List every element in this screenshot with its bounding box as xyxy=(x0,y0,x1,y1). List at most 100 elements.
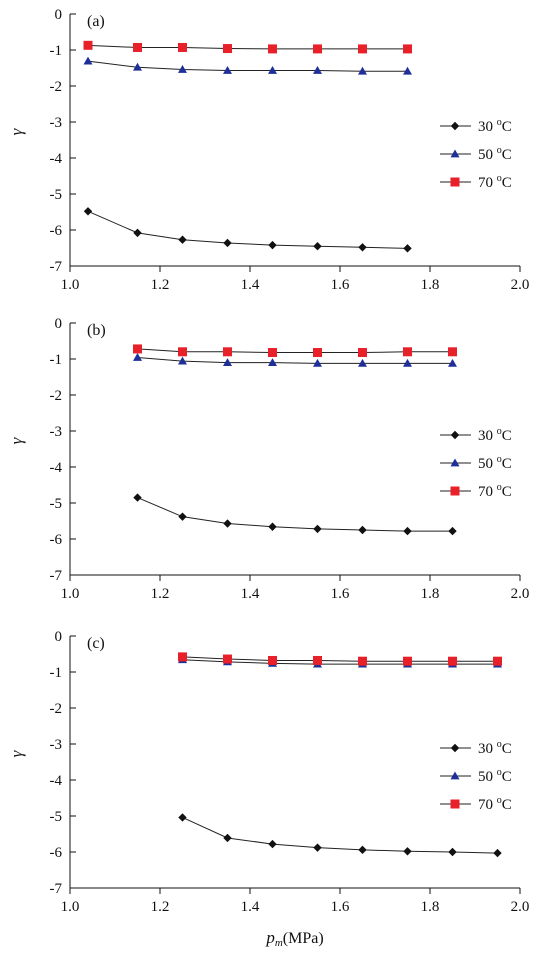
data-point xyxy=(313,44,322,54)
series-line xyxy=(182,656,498,662)
y-tick-label: -4 xyxy=(50,460,63,476)
series-2 xyxy=(133,344,457,358)
data-point xyxy=(403,526,412,536)
legend-marker xyxy=(450,149,460,158)
legend-marker xyxy=(450,486,460,496)
legend-marker xyxy=(450,799,460,809)
data-point xyxy=(313,242,322,251)
x-tick-label: 1.0 xyxy=(61,586,80,602)
data-point xyxy=(403,656,412,666)
data-point xyxy=(313,524,322,534)
legend-label: 50 oC xyxy=(478,454,512,472)
data-point xyxy=(223,654,232,664)
x-tick-label: 1.2 xyxy=(151,586,170,602)
x-tick-label: 1.4 xyxy=(241,586,260,602)
x-tick-label: 2.0 xyxy=(511,899,530,915)
x-tick-label: 1.6 xyxy=(331,277,350,293)
data-point xyxy=(448,358,457,367)
data-point xyxy=(448,656,457,666)
data-point xyxy=(403,847,412,856)
series-2 xyxy=(178,652,502,666)
data-point xyxy=(358,845,367,855)
data-point xyxy=(223,519,232,528)
data-point xyxy=(268,358,277,366)
data-point xyxy=(358,525,367,535)
panel-label: (c) xyxy=(87,635,105,652)
data-point xyxy=(313,66,322,74)
data-point xyxy=(178,512,187,521)
data-point xyxy=(178,42,187,52)
legend: 30 oC 50 oC 70 oC xyxy=(440,739,512,813)
y-tick-label: -1 xyxy=(50,43,63,59)
x-tick-label: 1.2 xyxy=(151,899,170,915)
series-1 xyxy=(133,353,457,367)
data-point xyxy=(448,347,457,357)
chart-panel-1: 0 -1 -2 -3 -4 -5 -6 -7 1.0 1.2 1.4 1.6 1.8 2.0 (b) γ 30 … xyxy=(7,316,529,602)
y-tick-label: -7 xyxy=(50,881,63,897)
y-axis-label: γ xyxy=(7,436,26,444)
data-point xyxy=(178,652,187,662)
legend: 30 oC 50 oC 70 oC xyxy=(440,426,512,500)
panel-label: (b) xyxy=(87,322,106,339)
data-point xyxy=(133,228,142,238)
y-tick-label: 0 xyxy=(55,316,63,332)
legend-label: 70 oC xyxy=(478,795,512,813)
legend-marker xyxy=(450,121,460,131)
y-tick-label: 0 xyxy=(55,629,63,645)
series-1 xyxy=(83,56,412,75)
x-tick-label: 1.0 xyxy=(61,277,80,293)
series-line xyxy=(137,348,453,354)
data-point xyxy=(178,356,187,365)
x-tick-label: 2.0 xyxy=(511,277,530,293)
legend-label: 50 oC xyxy=(478,145,512,163)
data-point xyxy=(313,358,322,367)
x-tick-label: 1.8 xyxy=(421,277,440,293)
data-point xyxy=(223,347,232,357)
legend-label: 30 oC xyxy=(478,426,512,444)
data-point xyxy=(403,244,412,253)
series-0 xyxy=(133,493,457,536)
x-tick-label: 1.8 xyxy=(421,899,440,915)
data-point xyxy=(313,843,322,852)
data-point xyxy=(223,358,232,366)
data-point xyxy=(403,358,412,367)
y-tick-label: -7 xyxy=(50,259,63,275)
x-tick-label: 1.4 xyxy=(241,899,260,915)
legend-marker xyxy=(450,177,460,187)
data-point xyxy=(133,353,142,361)
data-point xyxy=(223,44,232,54)
data-point xyxy=(313,655,322,665)
y-tick-label: -2 xyxy=(50,388,63,404)
legend-marker xyxy=(450,771,460,780)
x-tick-label: 1.0 xyxy=(61,899,80,915)
data-point xyxy=(223,833,232,843)
y-tick-label: -4 xyxy=(50,773,63,789)
data-point xyxy=(403,66,412,75)
data-point xyxy=(493,848,502,858)
series-0 xyxy=(178,813,502,858)
data-point xyxy=(313,348,322,358)
series-line xyxy=(182,659,498,665)
data-point xyxy=(268,348,277,358)
x-tick-label: 1.4 xyxy=(241,277,260,293)
y-axis-label: γ xyxy=(7,127,26,135)
legend-label: 70 oC xyxy=(478,173,512,191)
y-tick-label: 0 xyxy=(55,7,63,23)
data-point xyxy=(493,656,502,666)
y-tick-label: -5 xyxy=(50,496,63,512)
series-2 xyxy=(83,40,412,54)
y-tick-label: -3 xyxy=(50,424,63,440)
data-point xyxy=(268,839,277,849)
y-tick-label: -4 xyxy=(50,151,63,167)
data-point xyxy=(223,238,232,248)
data-point xyxy=(133,62,142,71)
legend-marker xyxy=(450,743,460,753)
data-point xyxy=(268,522,277,531)
legend-marker xyxy=(450,458,460,467)
y-tick-label: -2 xyxy=(50,79,63,95)
data-point xyxy=(268,44,277,54)
series-line xyxy=(87,44,408,50)
legend-label: 50 oC xyxy=(478,767,512,785)
data-point xyxy=(268,66,277,74)
x-tick-label: 1.6 xyxy=(331,899,350,915)
